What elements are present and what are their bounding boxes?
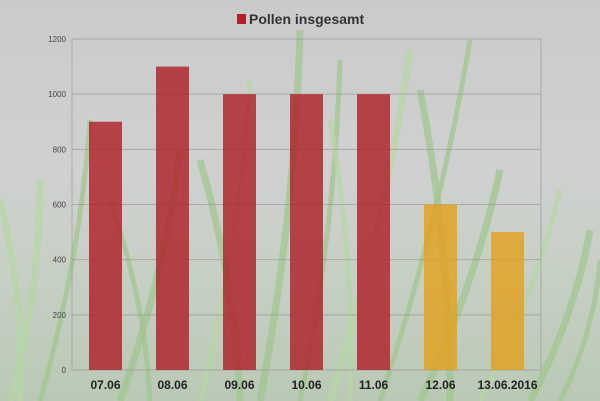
y-tick-label: 400 [53, 256, 67, 265]
bar-10.06 [290, 94, 323, 371]
x-tick-label: 13.06.2016 [477, 378, 537, 392]
x-tick-labels: 07.06 08.06 09.06 10.06 11.06 12.06 13.06.2016 [90, 378, 537, 392]
bar-07.06 [89, 121, 122, 370]
x-tick-label: 09.06 [224, 378, 254, 392]
y-tick-label: 1000 [48, 90, 66, 99]
legend: Pollen insgesamt [237, 11, 364, 27]
bar-12.06 [424, 204, 457, 370]
grass-blade [0, 199, 25, 401]
grass-blade [6, 179, 44, 401]
bar-09.06 [223, 94, 256, 371]
legend-label: Pollen insgesamt [249, 11, 364, 27]
x-tick-label: 12.06 [425, 378, 455, 392]
grass-blade [477, 189, 563, 401]
x-tick-label: 10.06 [291, 378, 321, 392]
grass-blade [526, 229, 594, 401]
grass-blade [327, 119, 354, 401]
legend-swatch [237, 14, 246, 24]
bar-11.06 [357, 94, 390, 371]
y-tick-label: 1200 [48, 35, 66, 44]
bar-13.06.2016 [491, 232, 524, 370]
y-tick-label: 800 [53, 145, 67, 154]
bar-08.06 [156, 66, 189, 370]
x-tick-label: 11.06 [359, 378, 389, 392]
x-tick-label: 07.06 [90, 378, 120, 392]
y-tick-label: 200 [53, 311, 67, 320]
y-tick-label: 600 [53, 201, 67, 210]
grass-blade [416, 169, 504, 401]
grass-blade [256, 29, 304, 401]
grass-blade [557, 259, 600, 401]
bars [89, 66, 524, 371]
y-tick-labels: 0 200 400 600 800 1000 1200 [48, 35, 66, 375]
x-tick-label: 08.06 [157, 378, 187, 392]
y-tick-label: 0 [62, 366, 67, 375]
